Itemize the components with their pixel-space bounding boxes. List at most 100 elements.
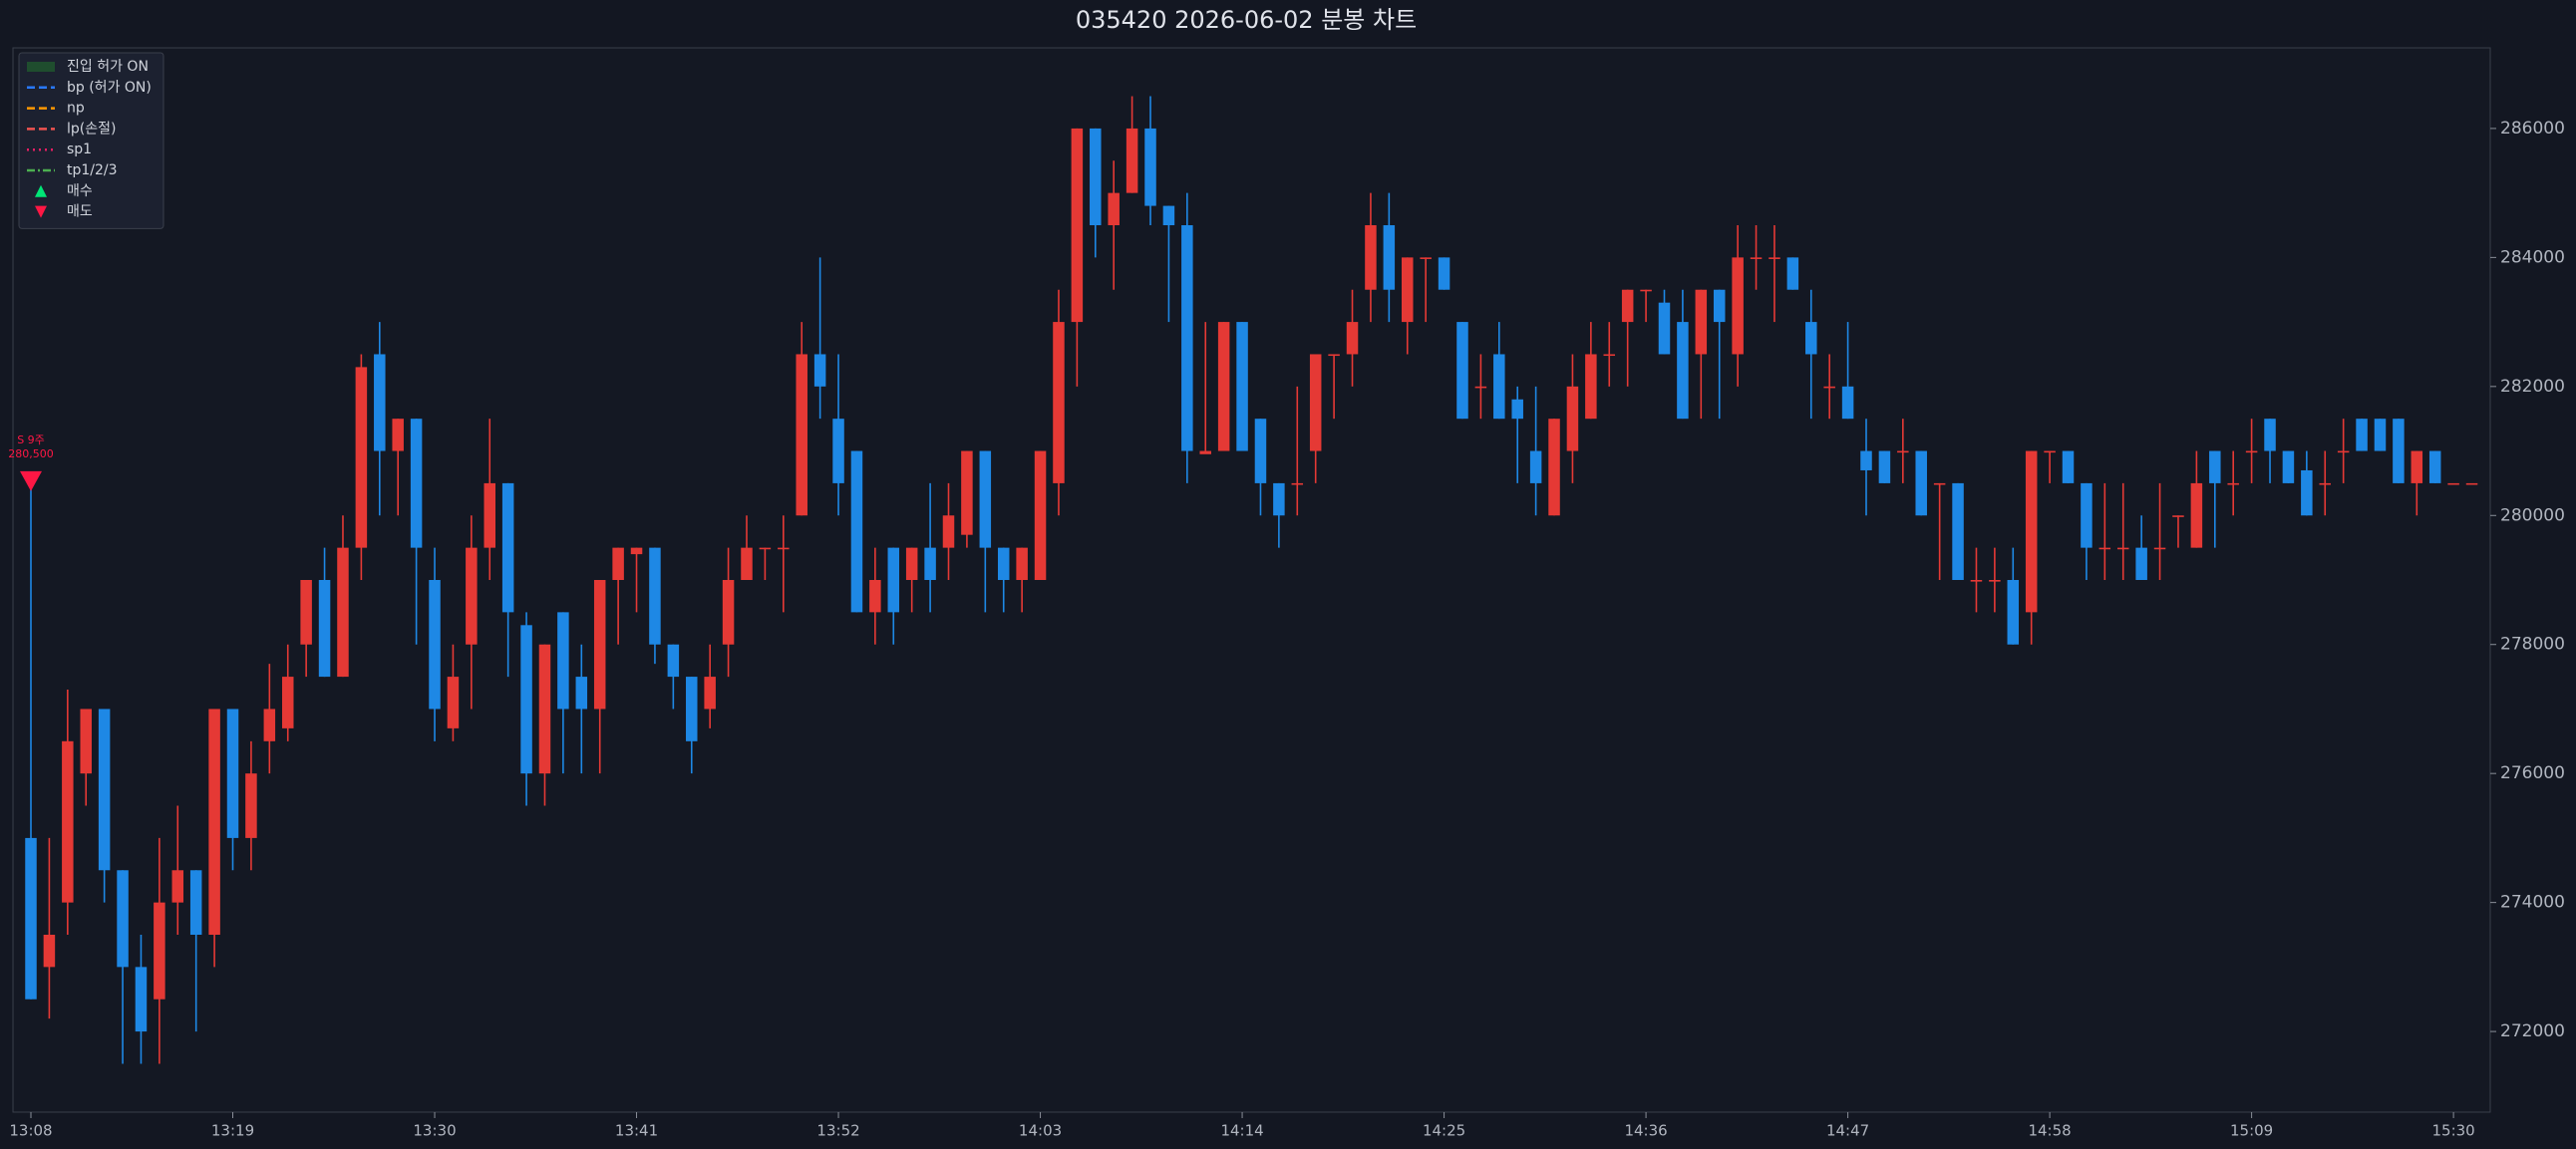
candle-body (813, 354, 826, 387)
candle-body (1640, 289, 1652, 292)
candle-body (1769, 257, 1780, 259)
candle-body (1346, 322, 1359, 355)
candle-body (1841, 386, 1854, 420)
candle-body (1181, 225, 1193, 451)
candle-body (337, 547, 349, 678)
candle-body (281, 677, 294, 728)
signal-label: S 9주 (17, 433, 45, 446)
candle-body (2153, 547, 2166, 550)
candle-body (1254, 419, 1267, 483)
candle-body (410, 419, 423, 548)
x-tick-label: 14:03 (1019, 1122, 1062, 1140)
candle-body (2098, 547, 2111, 550)
candle-body (924, 547, 936, 580)
candle-body (1989, 580, 2001, 582)
candle-body (2374, 419, 2387, 451)
candle-body (98, 709, 111, 871)
candle-body (741, 547, 753, 580)
y-tick-label: 278000 (2500, 635, 2565, 655)
candle-body (189, 870, 202, 935)
candle-body (1016, 547, 1028, 580)
candle-body (1970, 580, 1983, 582)
candle-body (850, 450, 863, 613)
candle-body (501, 482, 514, 613)
candle-body (2411, 450, 2423, 483)
chart-title: 035420 2026-06-02 분봉 차트 (1076, 6, 1417, 34)
candle-body (1383, 225, 1396, 290)
legend-label: sp1 (67, 142, 92, 157)
signal-price: 280,500 (8, 447, 54, 460)
candle-body (1199, 450, 1211, 454)
candle-body (704, 677, 716, 710)
candle-body (1786, 257, 1799, 290)
candle-body (1897, 450, 1909, 453)
candle-body (778, 547, 790, 550)
candle-body (2227, 482, 2239, 485)
candle-body (2337, 450, 2350, 453)
y-tick-label: 272000 (2500, 1021, 2565, 1041)
candle-body (2025, 450, 2038, 613)
candle-body (355, 367, 368, 548)
candle-body (1860, 450, 1872, 470)
candle-body (1933, 482, 1946, 485)
candle-body (2062, 450, 2075, 483)
candle-body (979, 450, 992, 548)
candle-body (2081, 482, 2093, 548)
candle-body (1878, 450, 1891, 483)
candle-body (1548, 419, 1560, 516)
candle-body (2356, 419, 2368, 451)
candle-body (1126, 128, 1138, 193)
candle-body (1603, 354, 1616, 357)
candle-body (1420, 257, 1432, 259)
candle-body (2044, 450, 2056, 453)
candle-body (2282, 450, 2295, 483)
candle-body (1823, 386, 1835, 389)
legend-box (18, 52, 164, 229)
candle-body (1438, 257, 1450, 290)
candle-body (1162, 205, 1175, 225)
x-tick-label: 14:47 (1826, 1122, 1869, 1140)
y-tick-label: 280000 (2500, 505, 2565, 525)
candle-body (832, 419, 844, 483)
x-tick-label: 15:30 (2432, 1122, 2475, 1140)
x-tick-label: 14:25 (1423, 1122, 1465, 1140)
candle-body (1090, 128, 1102, 225)
candle-body (1273, 482, 1285, 516)
candle-body (1952, 482, 1964, 580)
candle-body (2135, 547, 2147, 580)
x-tick-label: 13:19 (211, 1122, 254, 1140)
candle-body (1750, 257, 1763, 259)
candle-body (630, 547, 643, 555)
candle-body (2007, 580, 2020, 645)
candle-body (1915, 450, 1927, 516)
candle-body (429, 580, 441, 710)
candle-body (1456, 322, 1468, 420)
candle-body (593, 580, 606, 710)
candle-body (154, 902, 165, 1000)
candle-body (961, 450, 973, 535)
candle-body (483, 482, 495, 548)
legend-label: tp1/2/3 (67, 162, 118, 178)
legend-swatch (27, 62, 55, 72)
candle-body (869, 580, 881, 613)
x-tick-label: 14:14 (1220, 1122, 1263, 1140)
y-tick-label: 286000 (2500, 119, 2565, 139)
candle-body (2319, 482, 2331, 485)
candle-body (538, 644, 551, 774)
candle-body (2190, 482, 2203, 548)
candle-body (1566, 386, 1579, 451)
candle-body (300, 580, 312, 645)
y-tick-label: 274000 (2500, 893, 2565, 913)
x-tick-label: 15:09 (2230, 1122, 2273, 1140)
candle-body (649, 547, 661, 645)
candle-body (1144, 128, 1156, 206)
legend-label: 매도 (67, 204, 93, 220)
candle-body (1291, 482, 1304, 485)
candle-body (263, 709, 276, 741)
candle-body (208, 709, 220, 935)
candle-body (1365, 225, 1377, 290)
candle-body (1511, 399, 1523, 420)
candle-body (43, 935, 56, 968)
candle-body (374, 354, 386, 451)
